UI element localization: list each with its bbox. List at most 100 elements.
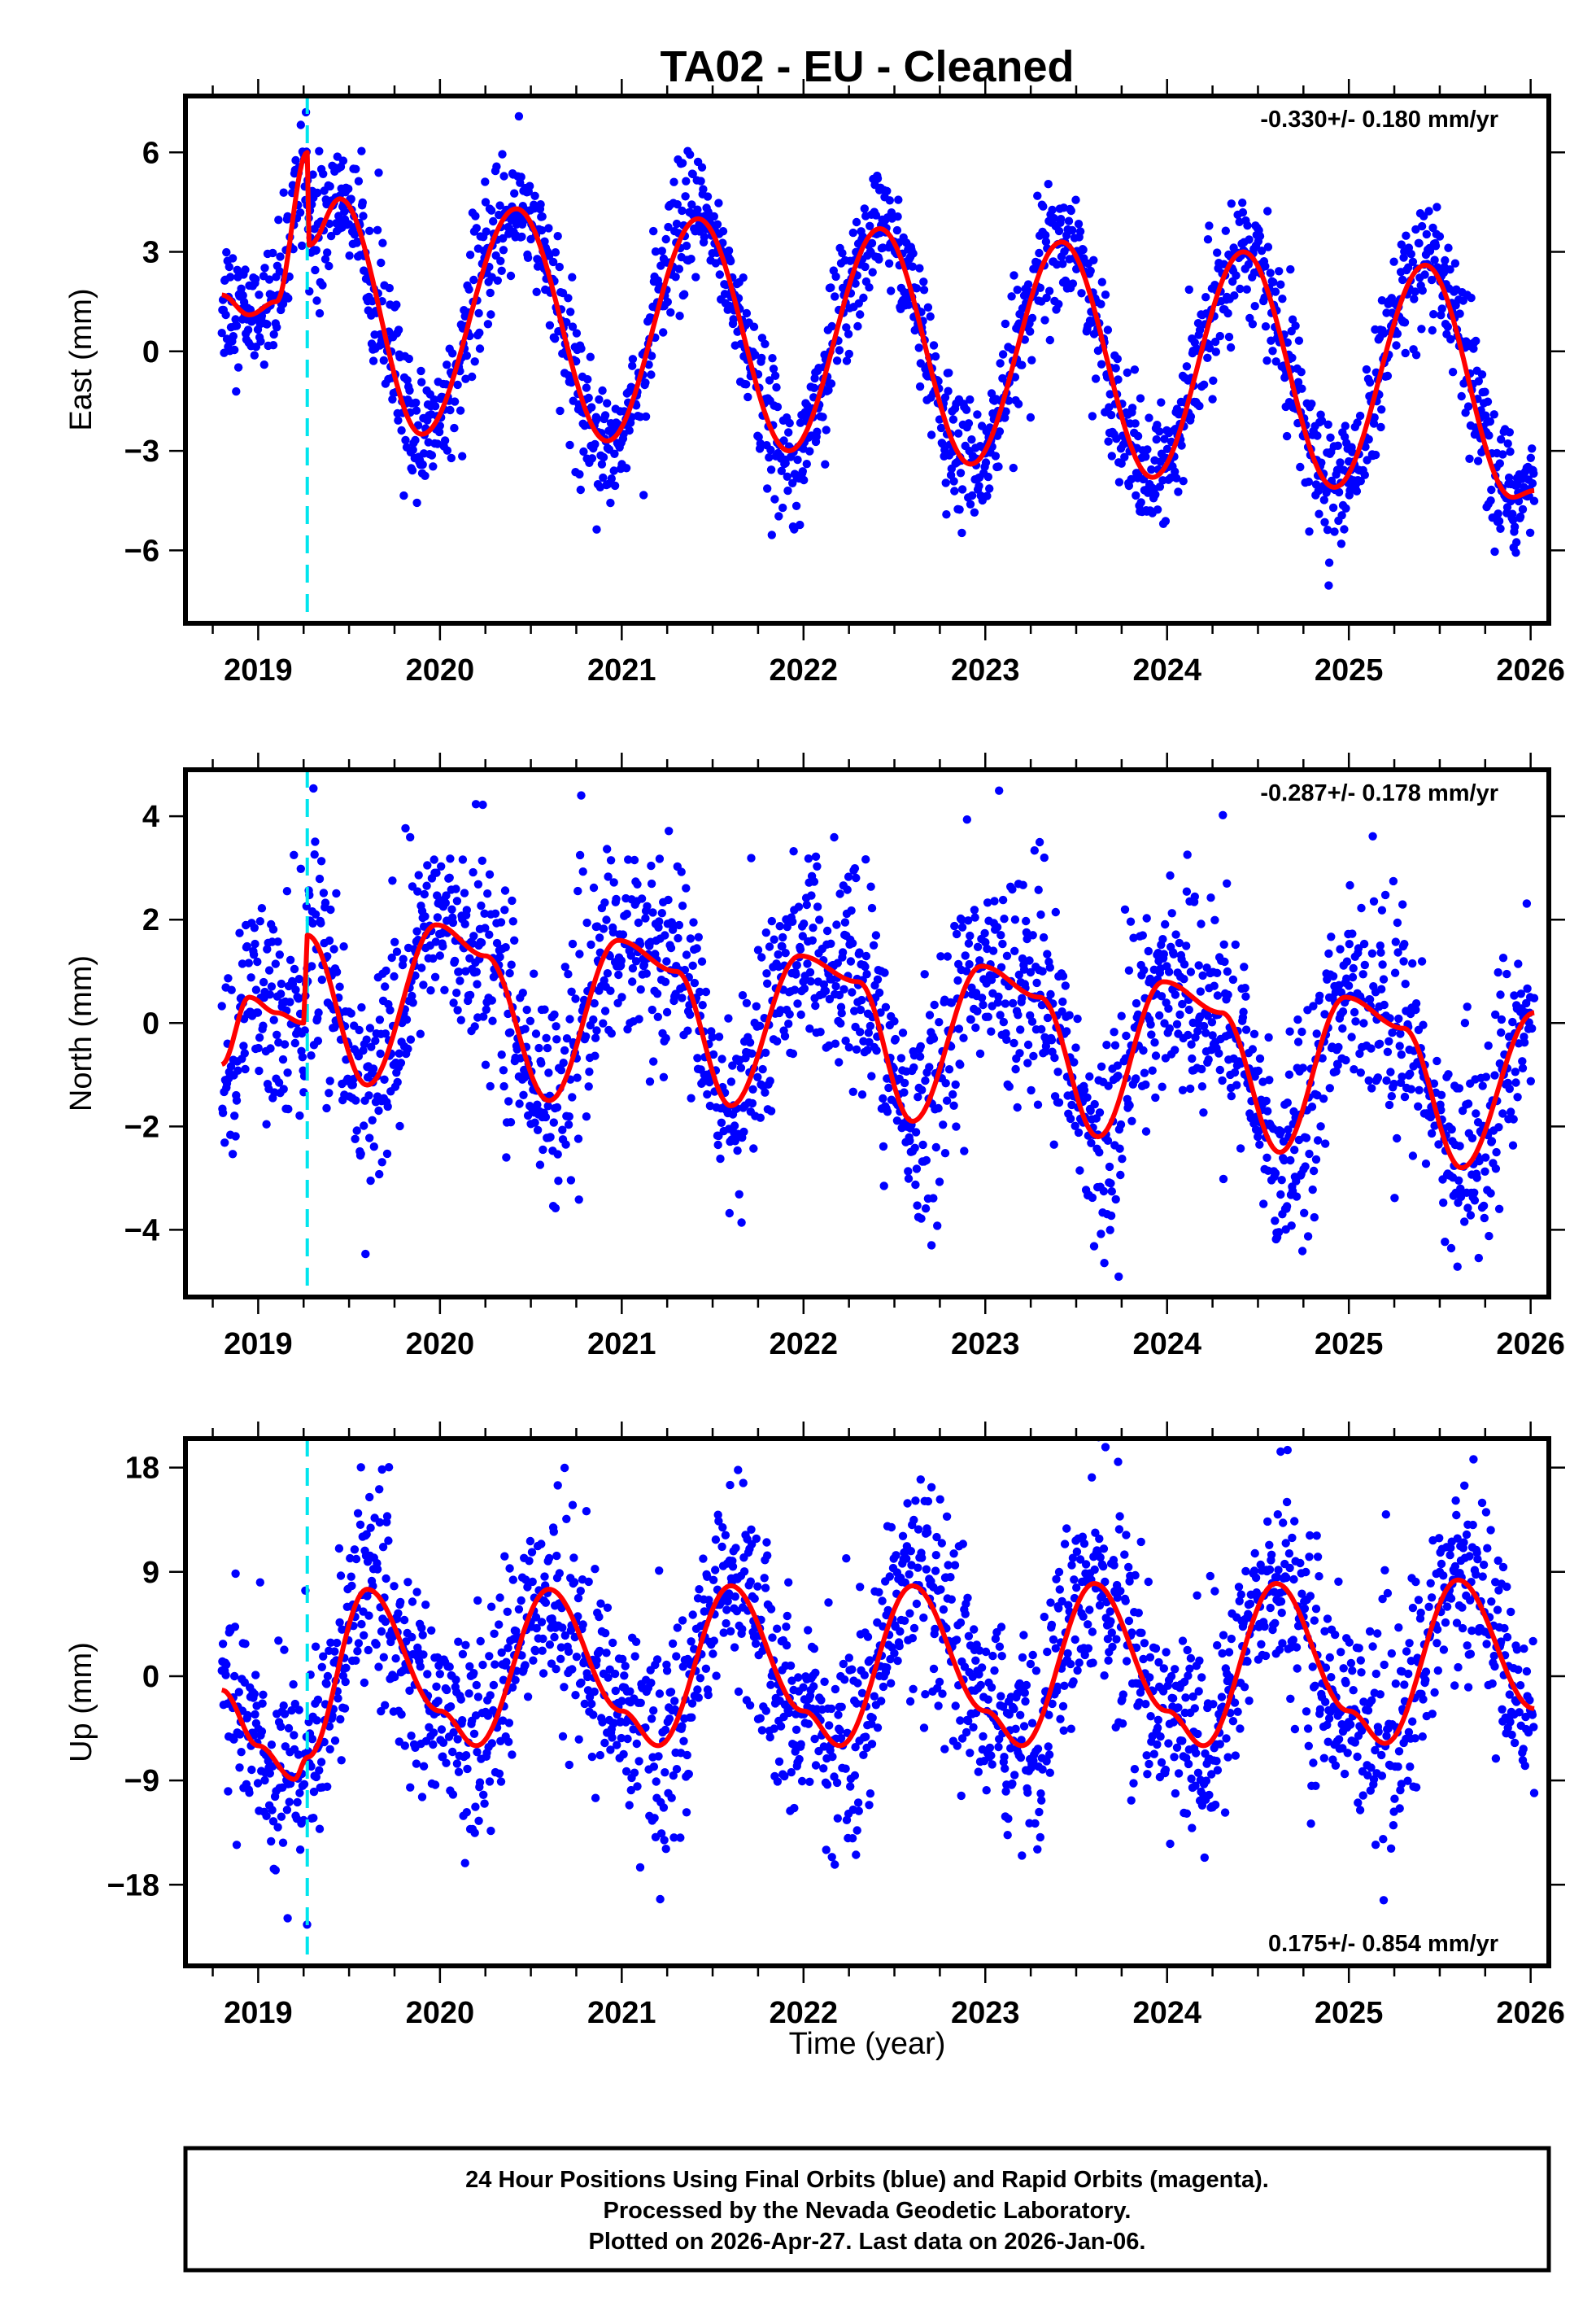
- north-data-point: [1249, 1029, 1259, 1039]
- east-data-point: [1341, 421, 1350, 430]
- east-data-point: [927, 430, 936, 439]
- east-data-point: [1195, 325, 1205, 334]
- north-data-point: [761, 1088, 770, 1097]
- north-data-point: [275, 950, 284, 959]
- north-data-point: [1334, 1042, 1343, 1052]
- north-data-point: [564, 970, 573, 979]
- north-data-point: [941, 1079, 950, 1088]
- north-data-point: [788, 917, 797, 927]
- north-data-point: [890, 1016, 899, 1026]
- east-data-point: [486, 206, 496, 215]
- north-data-point: [866, 1021, 875, 1031]
- east-data-point: [1494, 517, 1504, 526]
- east-data-point: [1446, 265, 1454, 274]
- up-data-point: [347, 1581, 356, 1591]
- north-data-point: [316, 857, 326, 866]
- north-data-point: [1454, 1176, 1463, 1186]
- north-data-point: [1175, 938, 1184, 948]
- east-data-point: [673, 200, 682, 209]
- north-data-point: [573, 1073, 582, 1082]
- east-data-point: [548, 257, 558, 267]
- east-data-point: [1340, 525, 1349, 534]
- north-data-point: [822, 926, 832, 936]
- east-data-point: [1415, 238, 1424, 248]
- north-data-point: [1018, 994, 1027, 1003]
- up-data-point: [332, 1638, 342, 1648]
- north-data-point: [1117, 1011, 1126, 1020]
- up-data-point: [406, 1783, 415, 1792]
- north-data-point: [728, 1061, 737, 1070]
- up-data-point: [549, 1527, 558, 1536]
- east-data-point: [1160, 435, 1169, 443]
- east-data-point: [949, 477, 958, 486]
- north-data-point: [501, 943, 510, 952]
- north-data-point: [218, 1108, 228, 1118]
- east-data-point: [729, 315, 738, 324]
- north-data-point: [259, 977, 268, 987]
- north-data-point: [1383, 1047, 1393, 1057]
- north-data-point: [561, 1140, 570, 1149]
- north-data-point: [1338, 1007, 1348, 1016]
- east-data-point: [767, 531, 776, 539]
- up-data-point: [521, 1575, 530, 1584]
- north-data-point: [1014, 970, 1024, 980]
- up-data-point: [568, 1500, 578, 1509]
- up-data-point: [287, 1705, 296, 1715]
- north-data-point: [949, 1101, 958, 1111]
- east-data-point: [1508, 516, 1518, 525]
- east-data-point: [430, 395, 438, 404]
- north-data-point: [1522, 899, 1532, 908]
- north-data-point: [910, 1143, 919, 1153]
- north-data-point: [1458, 1106, 1467, 1116]
- north-data-point: [250, 924, 259, 932]
- up-data-point: [412, 1588, 421, 1596]
- east-data-point: [914, 343, 923, 352]
- east-xtick-label: 2022: [770, 653, 839, 688]
- north-data-point: [365, 1024, 375, 1033]
- north-data-point: [1453, 1262, 1462, 1271]
- north-data-point: [595, 933, 604, 942]
- up-data-point: [461, 1640, 470, 1650]
- north-data-point: [1345, 940, 1354, 949]
- north-data-point: [952, 929, 962, 939]
- north-data-point: [748, 1049, 757, 1059]
- north-data-point: [641, 914, 650, 923]
- north-data-point: [582, 1032, 591, 1042]
- east-data-point: [987, 389, 996, 398]
- north-data-point: [1188, 1054, 1197, 1063]
- east-data-point: [1209, 376, 1218, 385]
- east-data-point: [1097, 277, 1107, 286]
- east-data-point: [1210, 337, 1220, 347]
- north-data-point: [542, 1033, 551, 1043]
- up-data-point: [487, 1739, 496, 1748]
- up-data-point: [591, 1565, 600, 1574]
- north-xtick-label: 2023: [951, 1327, 1020, 1361]
- north-data-point: [313, 1037, 323, 1046]
- north-data-point: [987, 1027, 996, 1036]
- east-data-point: [831, 272, 840, 282]
- north-data-point: [1002, 1035, 1011, 1045]
- east-data-point: [768, 354, 777, 363]
- north-data-point: [966, 931, 975, 941]
- east-data-point: [421, 471, 430, 480]
- north-data-point: [1367, 949, 1377, 959]
- north-data-point: [1393, 1133, 1402, 1143]
- north-data-point: [693, 1054, 702, 1063]
- north-data-point: [567, 987, 576, 997]
- east-data-point: [1145, 413, 1153, 422]
- east-data-point: [682, 241, 691, 251]
- up-data-point: [341, 1677, 350, 1687]
- up-data-point: [236, 1730, 245, 1739]
- north-data-point: [626, 951, 635, 960]
- east-data-point: [354, 177, 364, 186]
- up-data-point: [595, 1646, 604, 1656]
- east-data-point: [941, 478, 950, 487]
- east-data-point: [1018, 360, 1027, 369]
- north-data-point: [643, 902, 652, 911]
- north-data-point: [319, 889, 329, 898]
- east-data-point: [1026, 327, 1035, 336]
- east-data-point: [672, 219, 682, 229]
- east-data-point: [669, 177, 678, 186]
- north-data-point: [262, 1120, 271, 1129]
